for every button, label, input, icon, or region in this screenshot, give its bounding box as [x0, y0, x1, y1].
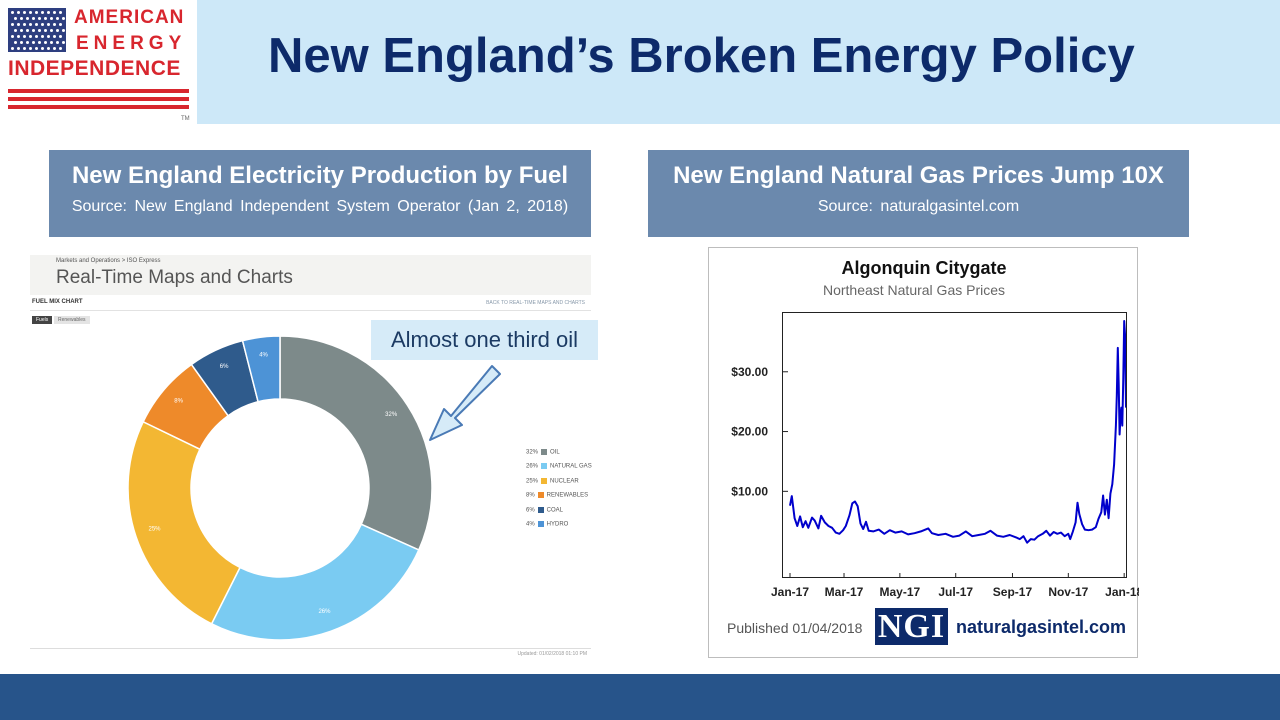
ngi-price-chart: Algonquin Citygate Northeast Natural Gas…: [708, 247, 1139, 658]
logo-line-american: AMERICAN: [74, 7, 185, 28]
legend-swatch: [537, 506, 544, 513]
donut-slice-oil: [279, 335, 433, 551]
y-tick-label: $10.00: [731, 484, 768, 498]
flag-icon: [8, 8, 66, 52]
slice-label: 4%: [259, 353, 268, 359]
x-tick-label: Nov-17: [1048, 585, 1088, 599]
iso-fuel-mix-screenshot: Markets and Operations > ISO Express Rea…: [30, 255, 592, 662]
plot-frame: [782, 312, 1127, 578]
slice-label: 25%: [148, 527, 161, 533]
x-tick-label: May-17: [880, 585, 921, 599]
donut-slice-hydro: [241, 335, 281, 403]
legend-pct: 6%: [526, 507, 535, 514]
ngi-logo: NGI: [875, 608, 948, 645]
left-panel-header: New England Electricity Production by Fu…: [49, 150, 591, 237]
legend-label: NUCLEAR: [550, 478, 579, 485]
legend-entry: 4% HYDRO: [526, 521, 568, 528]
legend-label: RENEWABLES: [546, 492, 589, 499]
x-tick-label: Jan-17: [771, 585, 809, 599]
slice-label: 8%: [174, 399, 183, 405]
x-tick-label: Jan-18: [1105, 585, 1139, 599]
x-tick-label: Mar-17: [825, 585, 864, 599]
slide-header: AMERICAN ENERGY INDEPENDENCE TM New Engl…: [0, 0, 1280, 124]
y-tick-label: $30.00: [731, 365, 768, 379]
page-title: New England’s Broken Energy Policy: [268, 29, 1135, 83]
right-panel-header: New England Natural Gas Prices Jump 10X …: [648, 150, 1189, 237]
logo-stripe: [8, 97, 189, 101]
breadcrumb: Markets and Operations > ISO Express: [56, 258, 161, 264]
slice-label: 6%: [220, 364, 229, 370]
left-panel-source: Source: New England Independent System O…: [71, 198, 569, 215]
tab-fuels[interactable]: Fuels: [32, 316, 53, 324]
x-tick-label: Sep-17: [993, 585, 1033, 599]
logo-trademark: TM: [181, 116, 190, 122]
legend-pct: 26%: [526, 463, 539, 470]
logo: AMERICAN ENERGY INDEPENDENCE TM: [0, 0, 197, 124]
legend-entry: 8% RENEWABLES: [526, 492, 588, 499]
left-panel-title: New England Electricity Production by Fu…: [71, 162, 569, 189]
x-tick-label: Jul-17: [938, 585, 973, 599]
legend-label: OIL: [550, 449, 560, 456]
legend-swatch: [541, 463, 548, 470]
fuel-mix-donut-chart: 32% 26% 25% 8% 6% 4%: [127, 335, 433, 641]
right-panel-source: Source: naturalgasintel.com: [817, 198, 1020, 215]
logo-stripe: [8, 105, 189, 109]
donut-slice-natural-gas: [210, 523, 420, 641]
chart-subtitle: Northeast Natural Gas Prices: [822, 282, 1006, 298]
legend-entry: 25% NUCLEAR: [526, 477, 579, 485]
callout-arrow-icon: [429, 365, 501, 441]
divider: [30, 648, 591, 649]
logo-stripe: [8, 89, 189, 93]
donut-slice-nuclear: [127, 420, 241, 625]
iso-heading: Real-Time Maps and Charts: [56, 267, 293, 288]
callout-box: Almost one third oil: [371, 320, 598, 360]
footer-bar: [0, 674, 1280, 720]
legend-pct: 8%: [526, 492, 535, 499]
y-tick-label: $20.00: [731, 425, 768, 439]
legend-pct: 25%: [526, 478, 539, 485]
updated-timestamp: Updated: 01/02/2018 01:10 PM: [517, 651, 588, 657]
iso-header: Markets and Operations > ISO Express Rea…: [30, 255, 591, 295]
legend-label: NATURAL GAS: [550, 463, 592, 470]
slice-label: 32%: [385, 412, 398, 418]
legend-swatch: [537, 492, 544, 499]
tab-renewables[interactable]: Renewables: [54, 316, 90, 324]
published-date: Published 01/04/2018: [727, 620, 863, 636]
gas-price-plot: $10.00 $20.00 $30.00 Jan-17 Mar-17 May-17 Jul-…: [731, 320, 1139, 599]
ngi-site: naturalgasintel.com: [956, 617, 1127, 637]
legend-entry: 32% OIL: [526, 449, 560, 456]
gas-price-line: [789, 320, 1127, 544]
legend-swatch: [541, 449, 548, 455]
legend-swatch: [537, 521, 544, 527]
logo-line-independence: INDEPENDENCE: [8, 57, 181, 80]
slice-label: 26%: [318, 609, 331, 615]
legend-label: HYDRO: [546, 521, 569, 528]
right-panel-title: New England Natural Gas Prices Jump 10X: [673, 162, 1164, 189]
legend-swatch: [541, 477, 548, 484]
legend-entry: 6% COAL: [526, 506, 564, 514]
legend-label: COAL: [546, 507, 564, 514]
divider: [30, 310, 591, 311]
logo-line-energy: ENERGY: [76, 33, 187, 54]
legend-pct: 4%: [526, 521, 535, 528]
chart-title: Algonquin Citygate: [841, 258, 1007, 278]
back-link[interactable]: BACK TO REAL-TIME MAPS AND CHARTS: [486, 300, 585, 306]
legend-entry: 26% NATURAL GAS: [526, 463, 592, 470]
legend-pct: 32%: [526, 449, 539, 456]
fuel-mix-label: FUEL MIX CHART: [32, 299, 83, 305]
